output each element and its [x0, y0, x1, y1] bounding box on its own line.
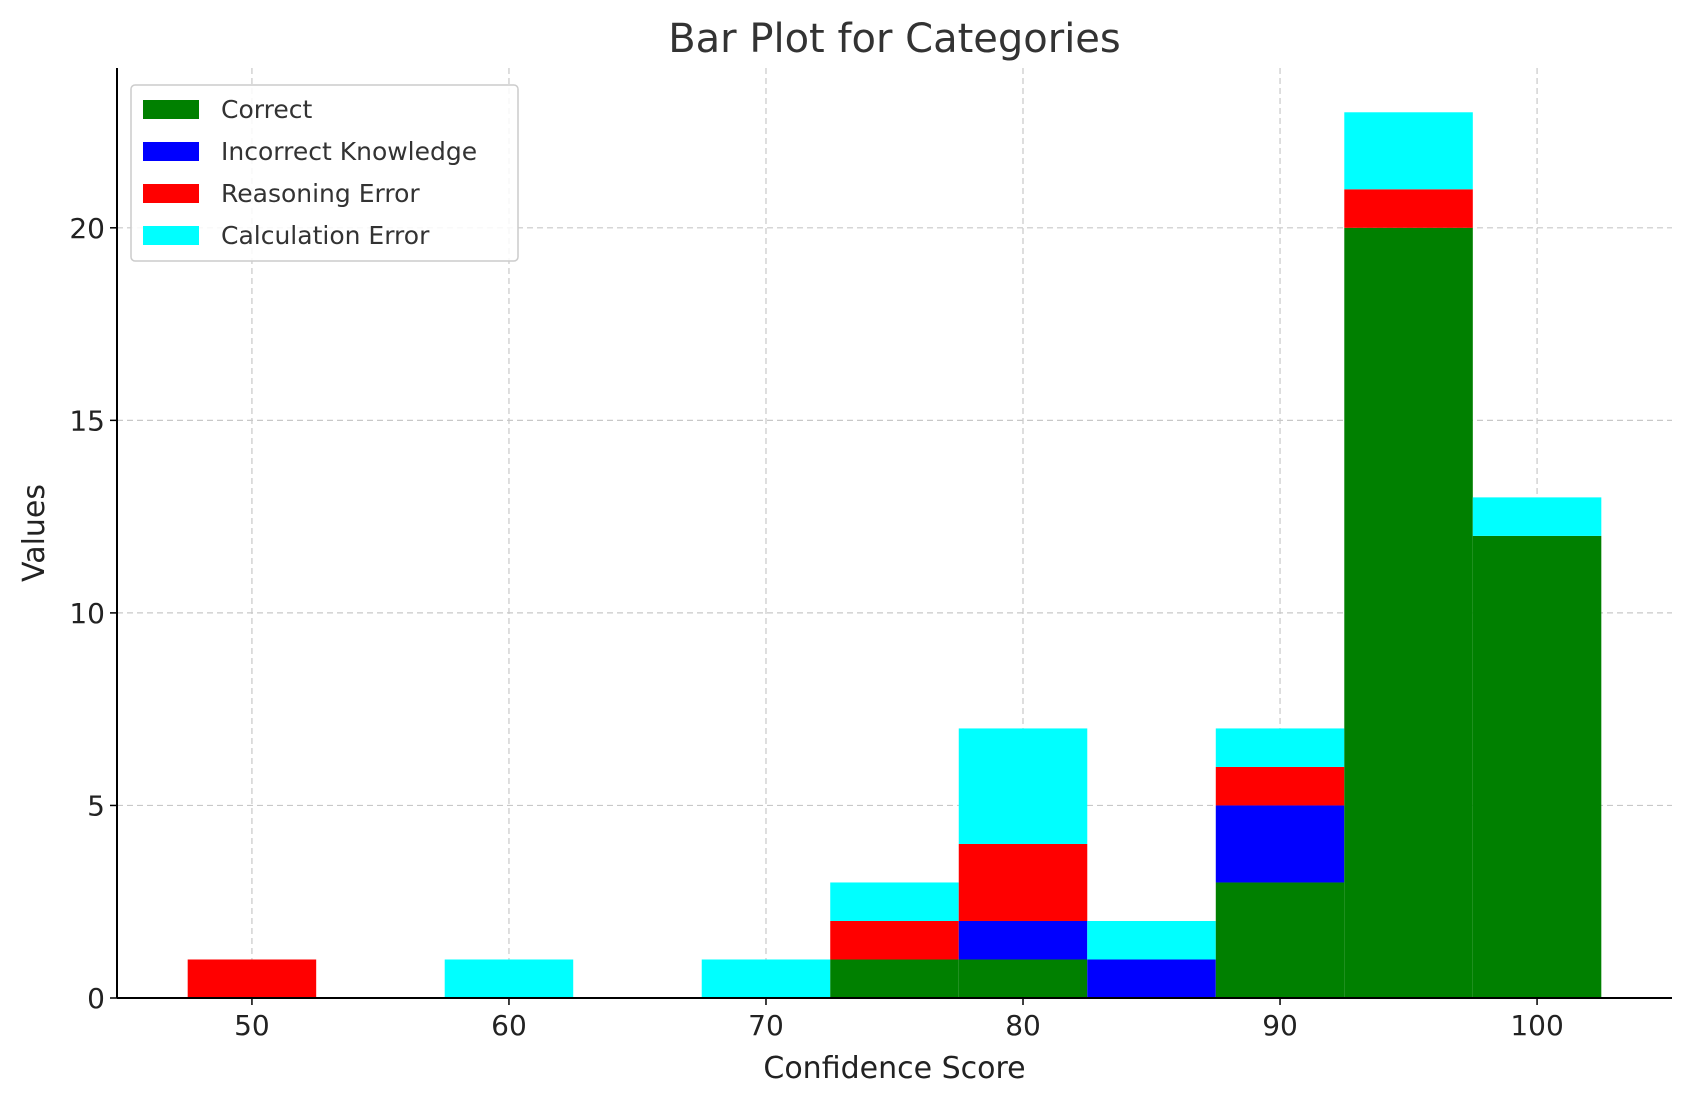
y-tick-label: 10	[69, 597, 105, 630]
x-tick-label: 80	[1005, 1009, 1041, 1042]
bar-reasoning-error-90	[1215, 766, 1345, 806]
bar-correct-100	[1472, 535, 1602, 998]
bar-calculation-error-100	[1472, 497, 1602, 536]
legend-swatch-incorrect-knowledge	[143, 142, 199, 161]
bar-reasoning-error-95	[1344, 189, 1473, 228]
axes: 50 60 70 80 90 100 0 5 10 15 20	[69, 68, 1672, 1042]
bar-calculation-error-90	[1215, 728, 1345, 767]
legend-label: Reasoning Error	[221, 179, 420, 208]
bar-reasoning-error-75	[830, 920, 959, 960]
legend-label: Incorrect Knowledge	[221, 137, 477, 166]
x-tick-label: 70	[748, 1009, 784, 1042]
bar-correct-80	[958, 959, 1088, 998]
bar-incorrect-knowledge-90	[1215, 805, 1345, 883]
bar-correct-75	[830, 959, 959, 998]
legend-label: Calculation Error	[221, 221, 430, 250]
x-tick-label: 60	[491, 1009, 527, 1042]
legend: Correct Incorrect Knowledge Reasoning Erro…	[130, 84, 519, 262]
legend-label: Correct	[221, 95, 312, 124]
bar-calculation-error-70	[701, 959, 831, 998]
bar-calculation-error-95	[1344, 112, 1473, 190]
bar-correct-90	[1215, 882, 1345, 998]
bar-calculation-error-80	[958, 728, 1088, 844]
bar-incorrect-knowledge-80	[958, 920, 1088, 960]
legend-swatch-reasoning-error	[143, 184, 199, 203]
x-tick-label: 50	[234, 1009, 270, 1042]
chart-title: Bar Plot for Categories	[668, 16, 1121, 62]
bar-calculation-error-60	[444, 959, 574, 998]
y-tick-label: 5	[87, 789, 105, 822]
y-tick-label: 20	[69, 212, 105, 245]
y-axis-label: Values	[17, 484, 52, 582]
bar-correct-95	[1344, 227, 1473, 998]
y-tick-label: 15	[69, 404, 105, 437]
bar-incorrect-knowledge-85	[1087, 959, 1216, 998]
x-tick-label: 90	[1262, 1009, 1298, 1042]
bar-calculation-error-85	[1087, 920, 1216, 960]
bar-calculation-error-75	[830, 882, 959, 921]
bar-reasoning-error-50	[187, 959, 317, 998]
bar-reasoning-error-80	[958, 843, 1088, 921]
x-tick-label: 100	[1510, 1009, 1563, 1042]
x-axis-label: Confidence Score	[763, 1051, 1025, 1086]
legend-swatch-calculation-error	[143, 226, 199, 245]
legend-swatch-correct	[143, 100, 199, 119]
bars	[187, 112, 1602, 998]
y-tick-label: 0	[87, 982, 105, 1015]
legend-box	[130, 84, 519, 262]
